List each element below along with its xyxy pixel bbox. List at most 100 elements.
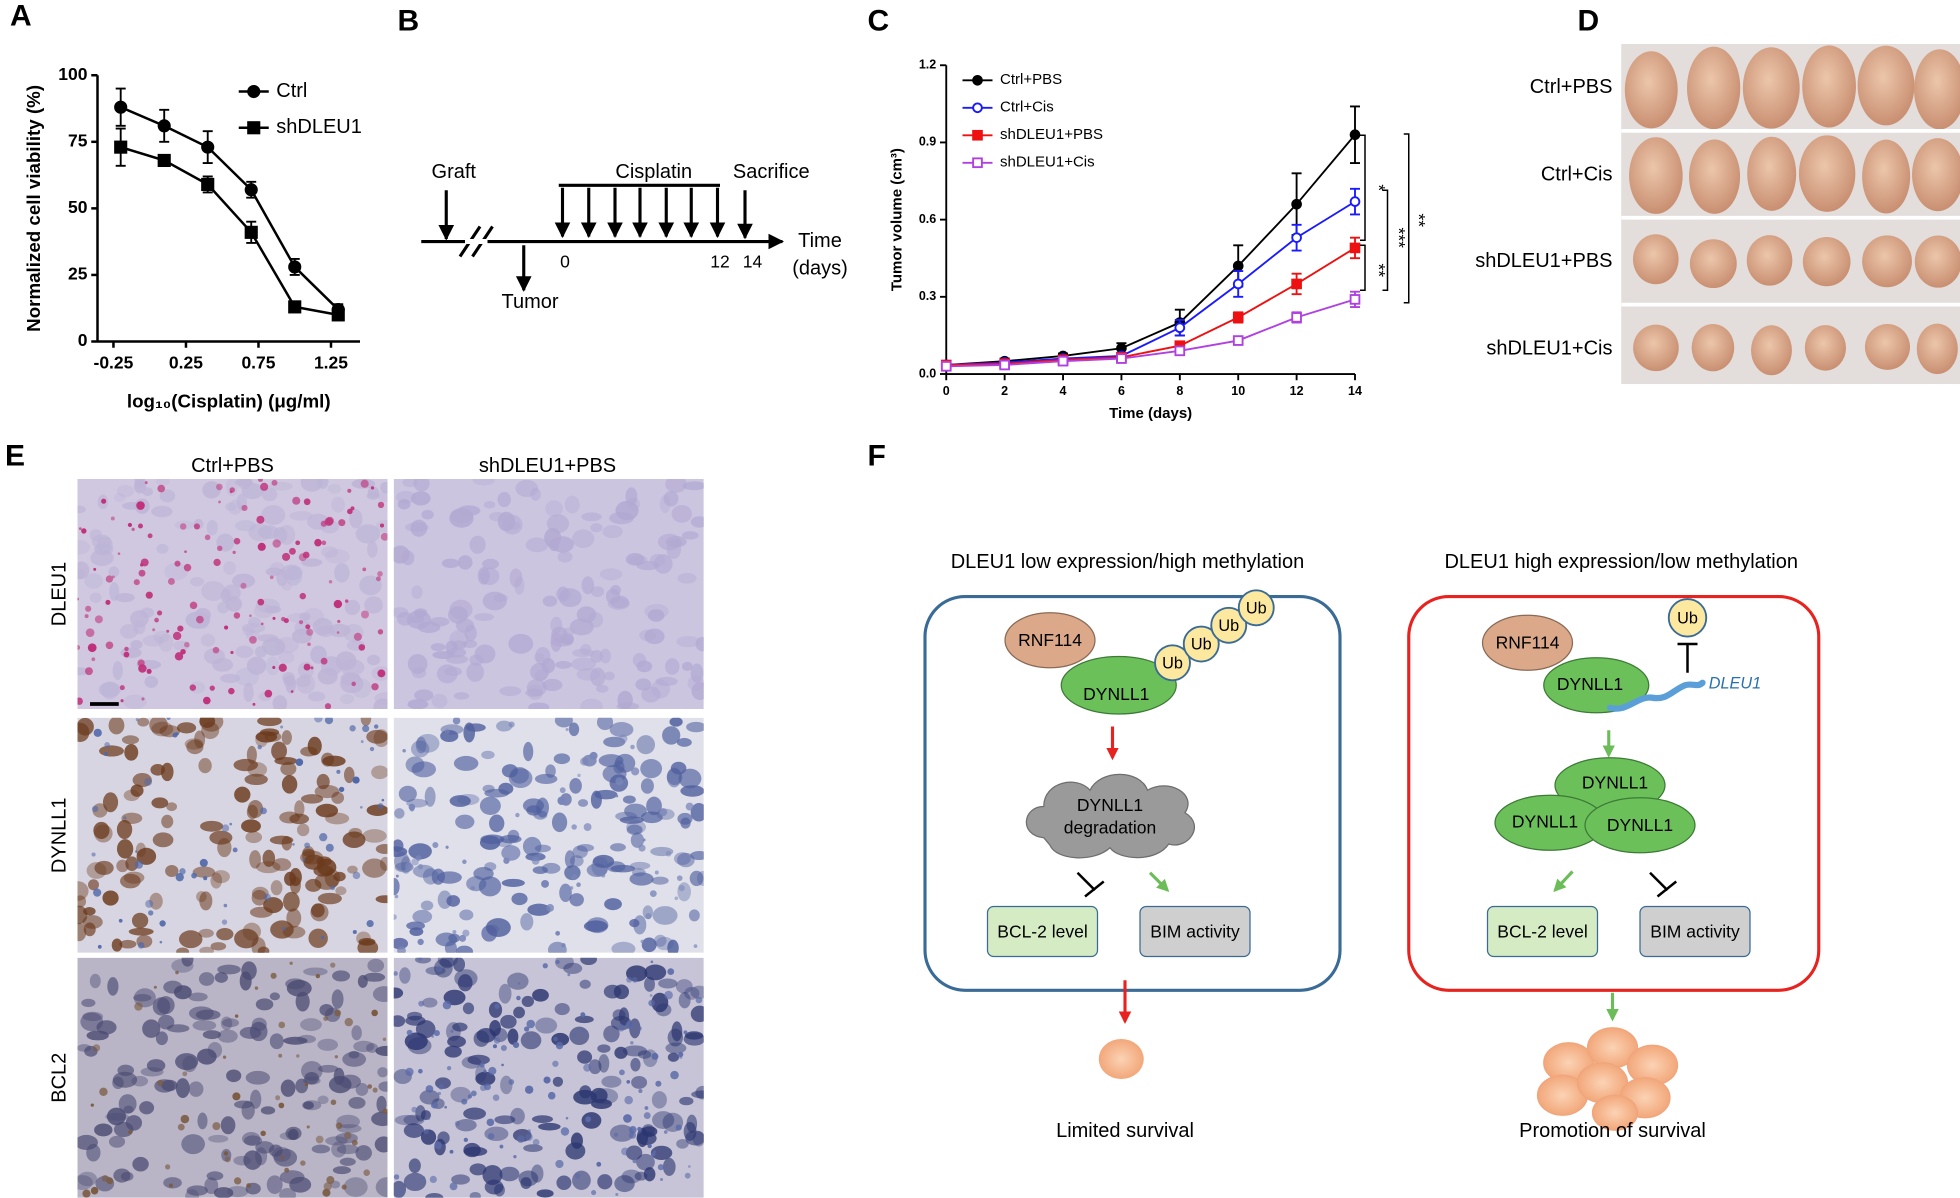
tissue-stain	[278, 1021, 286, 1029]
tissue-cell	[416, 733, 440, 753]
tissue-cell	[683, 1122, 697, 1141]
tissue-cell	[477, 567, 490, 585]
tissue-stain	[157, 1079, 164, 1087]
tissue-stain	[336, 769, 341, 774]
timeline-tick: 0	[560, 251, 570, 271]
tissue-cell	[241, 623, 266, 633]
node-label: BIM activity	[1650, 921, 1740, 941]
tissue-stain	[524, 1026, 530, 1032]
tissue-stain	[166, 629, 170, 633]
tissue-stain	[193, 523, 200, 530]
tissue-stain	[626, 1080, 631, 1084]
tissue-cell	[651, 1091, 667, 1109]
tissue-cell	[513, 1006, 525, 1019]
tissue-cell	[210, 872, 223, 889]
tissue-cell	[622, 1045, 648, 1057]
tissue-cell	[447, 1035, 466, 1048]
tissue-cell	[285, 565, 303, 586]
tissue-cell	[523, 741, 534, 762]
tissue-cell	[663, 490, 679, 507]
tissue-cell	[212, 870, 230, 884]
tissue-cell	[591, 856, 609, 877]
tissue-stain	[684, 1172, 691, 1179]
tissue-stain	[576, 882, 581, 888]
tissue-stain	[638, 844, 646, 852]
series-line	[946, 200, 1356, 366]
data-point	[157, 153, 171, 168]
tissue-cell	[472, 479, 495, 486]
tissue-cell	[681, 661, 693, 672]
tissue-stain	[651, 1152, 656, 1157]
tissue-cell	[403, 1123, 425, 1138]
tissue-cell	[201, 581, 226, 601]
tissue-cell	[128, 927, 154, 936]
tissue-cell	[324, 549, 350, 564]
data-point	[1174, 322, 1186, 334]
tissue-cell	[695, 637, 704, 652]
tissue-cell	[297, 823, 310, 837]
tissue-cell	[494, 1115, 516, 1125]
tumor	[1747, 136, 1797, 211]
tissue-cell	[521, 995, 534, 1007]
tissue-cell	[333, 1067, 345, 1085]
tissue-stain	[379, 523, 385, 528]
tissue-cell	[530, 487, 541, 501]
tissue-stain	[222, 1055, 227, 1059]
timeline-label: (days)	[792, 257, 848, 279]
tissue-cell	[164, 562, 188, 581]
tissue-cell	[282, 925, 306, 939]
tissue-cell	[132, 1156, 149, 1172]
tissue-cell	[295, 1078, 309, 1094]
data-point	[244, 225, 258, 239]
tissue-stain	[334, 1055, 338, 1059]
tissue-cell	[254, 645, 267, 658]
tissue-stain	[363, 1169, 370, 1176]
panel-label: B	[398, 5, 420, 38]
tissue-cell	[234, 928, 259, 949]
tissue-cell	[188, 1081, 204, 1097]
tissue-stain	[320, 657, 328, 665]
x-tick-label: 0	[943, 384, 950, 398]
tissue-cell	[86, 1030, 109, 1041]
tissue-cell	[202, 481, 221, 499]
tissue-stain	[631, 977, 638, 983]
tissue-stain	[282, 552, 291, 561]
tissue-cell	[678, 768, 702, 789]
tissue-stain	[289, 961, 293, 965]
tissue-cell	[599, 648, 611, 664]
tissue-stain	[175, 872, 184, 882]
tissue-stain	[583, 1063, 592, 1072]
tissue-stain	[302, 551, 310, 559]
tissue-stain	[138, 569, 146, 577]
tissue-stain	[284, 1167, 290, 1173]
tissue-cell	[609, 722, 634, 738]
tissue-cell	[662, 726, 681, 745]
tissue-stain	[516, 1135, 525, 1143]
series-line	[946, 247, 1356, 366]
tissue-stain	[138, 523, 143, 529]
tissue-cell	[234, 479, 254, 487]
tissue-stain	[110, 516, 115, 521]
tissue-cell	[142, 1019, 161, 1038]
tissue-cell	[181, 1134, 205, 1155]
tissue-stain	[647, 1143, 652, 1149]
tissue-cell	[257, 946, 270, 953]
tissue-cell	[463, 639, 478, 648]
tissue-cell	[558, 588, 582, 608]
tissue-stain	[292, 843, 295, 846]
tissue-cell	[601, 1075, 622, 1088]
x-tick-label: 0.25	[169, 353, 203, 373]
tissue-cell	[362, 829, 387, 843]
tissue-cell	[449, 599, 473, 620]
tissue-stain	[183, 563, 192, 572]
tissue-stain	[330, 962, 336, 968]
tissue-stain	[281, 926, 286, 931]
tissue-cell	[393, 607, 409, 618]
tissue-stain	[503, 857, 510, 864]
tissue-cell	[510, 1107, 525, 1125]
tissue-stain	[338, 786, 345, 793]
tissue-cell	[670, 761, 687, 775]
tissue-cell	[675, 979, 693, 994]
tissue-cell	[424, 786, 436, 807]
tissue-cell	[583, 920, 608, 932]
